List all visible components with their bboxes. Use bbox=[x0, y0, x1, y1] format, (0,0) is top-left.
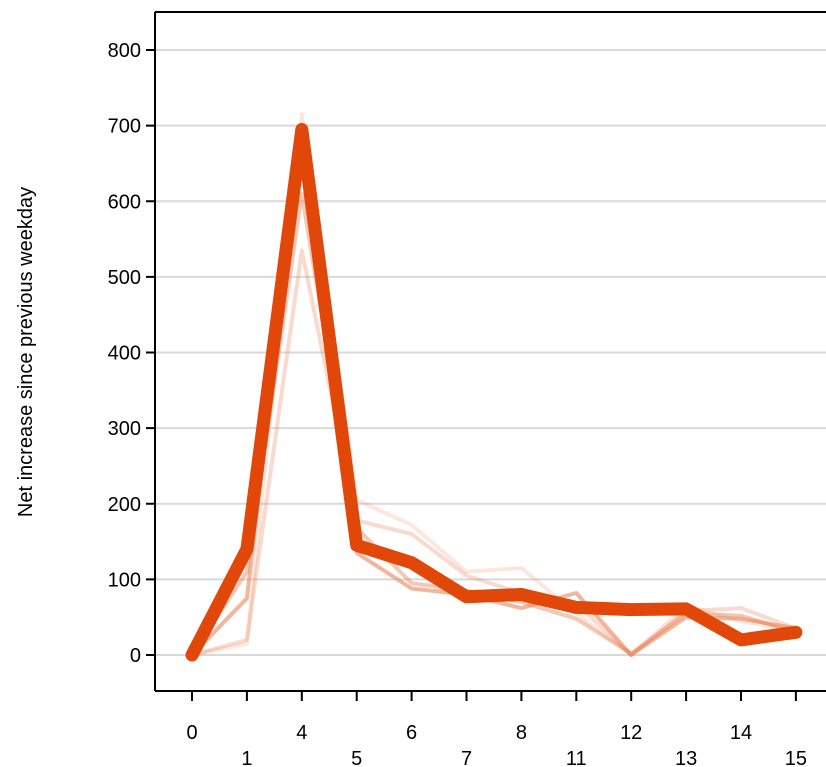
x-tick-label: 1 bbox=[241, 748, 252, 767]
highlight-point bbox=[790, 627, 801, 638]
series-lines bbox=[185, 112, 803, 662]
x-tick-label: 14 bbox=[730, 722, 752, 744]
x-tick-label: 12 bbox=[620, 722, 642, 744]
highlight-point bbox=[681, 603, 692, 614]
highlight-point bbox=[516, 589, 527, 600]
x-tick-label: 4 bbox=[296, 722, 307, 744]
series-line-highlight bbox=[185, 122, 803, 662]
highlight-point bbox=[736, 634, 746, 645]
series-3-point bbox=[410, 582, 413, 585]
y-tick-label: 800 bbox=[108, 40, 141, 62]
y-tick-label: 300 bbox=[108, 418, 141, 440]
y-tick-label: 700 bbox=[108, 116, 141, 138]
series-4-point bbox=[520, 607, 523, 610]
series-4-point bbox=[630, 654, 633, 657]
highlight-point bbox=[626, 604, 637, 615]
series-2-point bbox=[740, 607, 743, 610]
x-tick-label: 0 bbox=[186, 722, 197, 744]
series-1-point bbox=[245, 642, 248, 645]
highlight-point bbox=[461, 591, 472, 602]
series-4-point bbox=[245, 597, 248, 600]
series-2-point bbox=[245, 638, 248, 641]
x-tick-label: 7 bbox=[461, 748, 472, 767]
series-4-point bbox=[740, 617, 743, 620]
x-tick-label: 6 bbox=[406, 722, 417, 744]
series-1-point bbox=[410, 523, 413, 526]
x-tick-label: 5 bbox=[351, 748, 362, 767]
x-tick-label: 13 bbox=[675, 748, 697, 767]
x-tick-label: 11 bbox=[566, 748, 587, 767]
series-2-point bbox=[465, 574, 468, 577]
y-tick-label: 500 bbox=[108, 267, 141, 289]
y-tick-label: 200 bbox=[108, 494, 141, 516]
y-tick-label: 100 bbox=[108, 569, 141, 591]
series-3-point bbox=[575, 617, 578, 620]
highlight-point bbox=[351, 540, 362, 551]
series-2-point bbox=[300, 249, 303, 252]
x-tick-label: 8 bbox=[516, 722, 527, 744]
y-tick-label: 0 bbox=[130, 645, 141, 667]
series-1-point bbox=[300, 113, 303, 116]
y-axis-title: Net increase since previous weekday bbox=[15, 187, 37, 517]
series-4-point bbox=[410, 587, 413, 590]
x-tick-label: 15 bbox=[785, 748, 807, 767]
y-tick-label: 600 bbox=[108, 191, 141, 213]
series-2-point bbox=[410, 533, 413, 536]
series-3-point bbox=[300, 192, 303, 195]
highlight-point bbox=[406, 557, 417, 568]
highlight-point bbox=[241, 544, 252, 555]
highlight-point bbox=[296, 124, 307, 135]
highlight-point bbox=[571, 602, 582, 613]
tick-labels: 0100200300400500600700800014567811121314… bbox=[108, 40, 807, 767]
highlight-point bbox=[187, 650, 197, 660]
series-1-point bbox=[520, 567, 523, 570]
series-4-point bbox=[575, 591, 578, 594]
y-tick-label: 400 bbox=[108, 343, 141, 365]
